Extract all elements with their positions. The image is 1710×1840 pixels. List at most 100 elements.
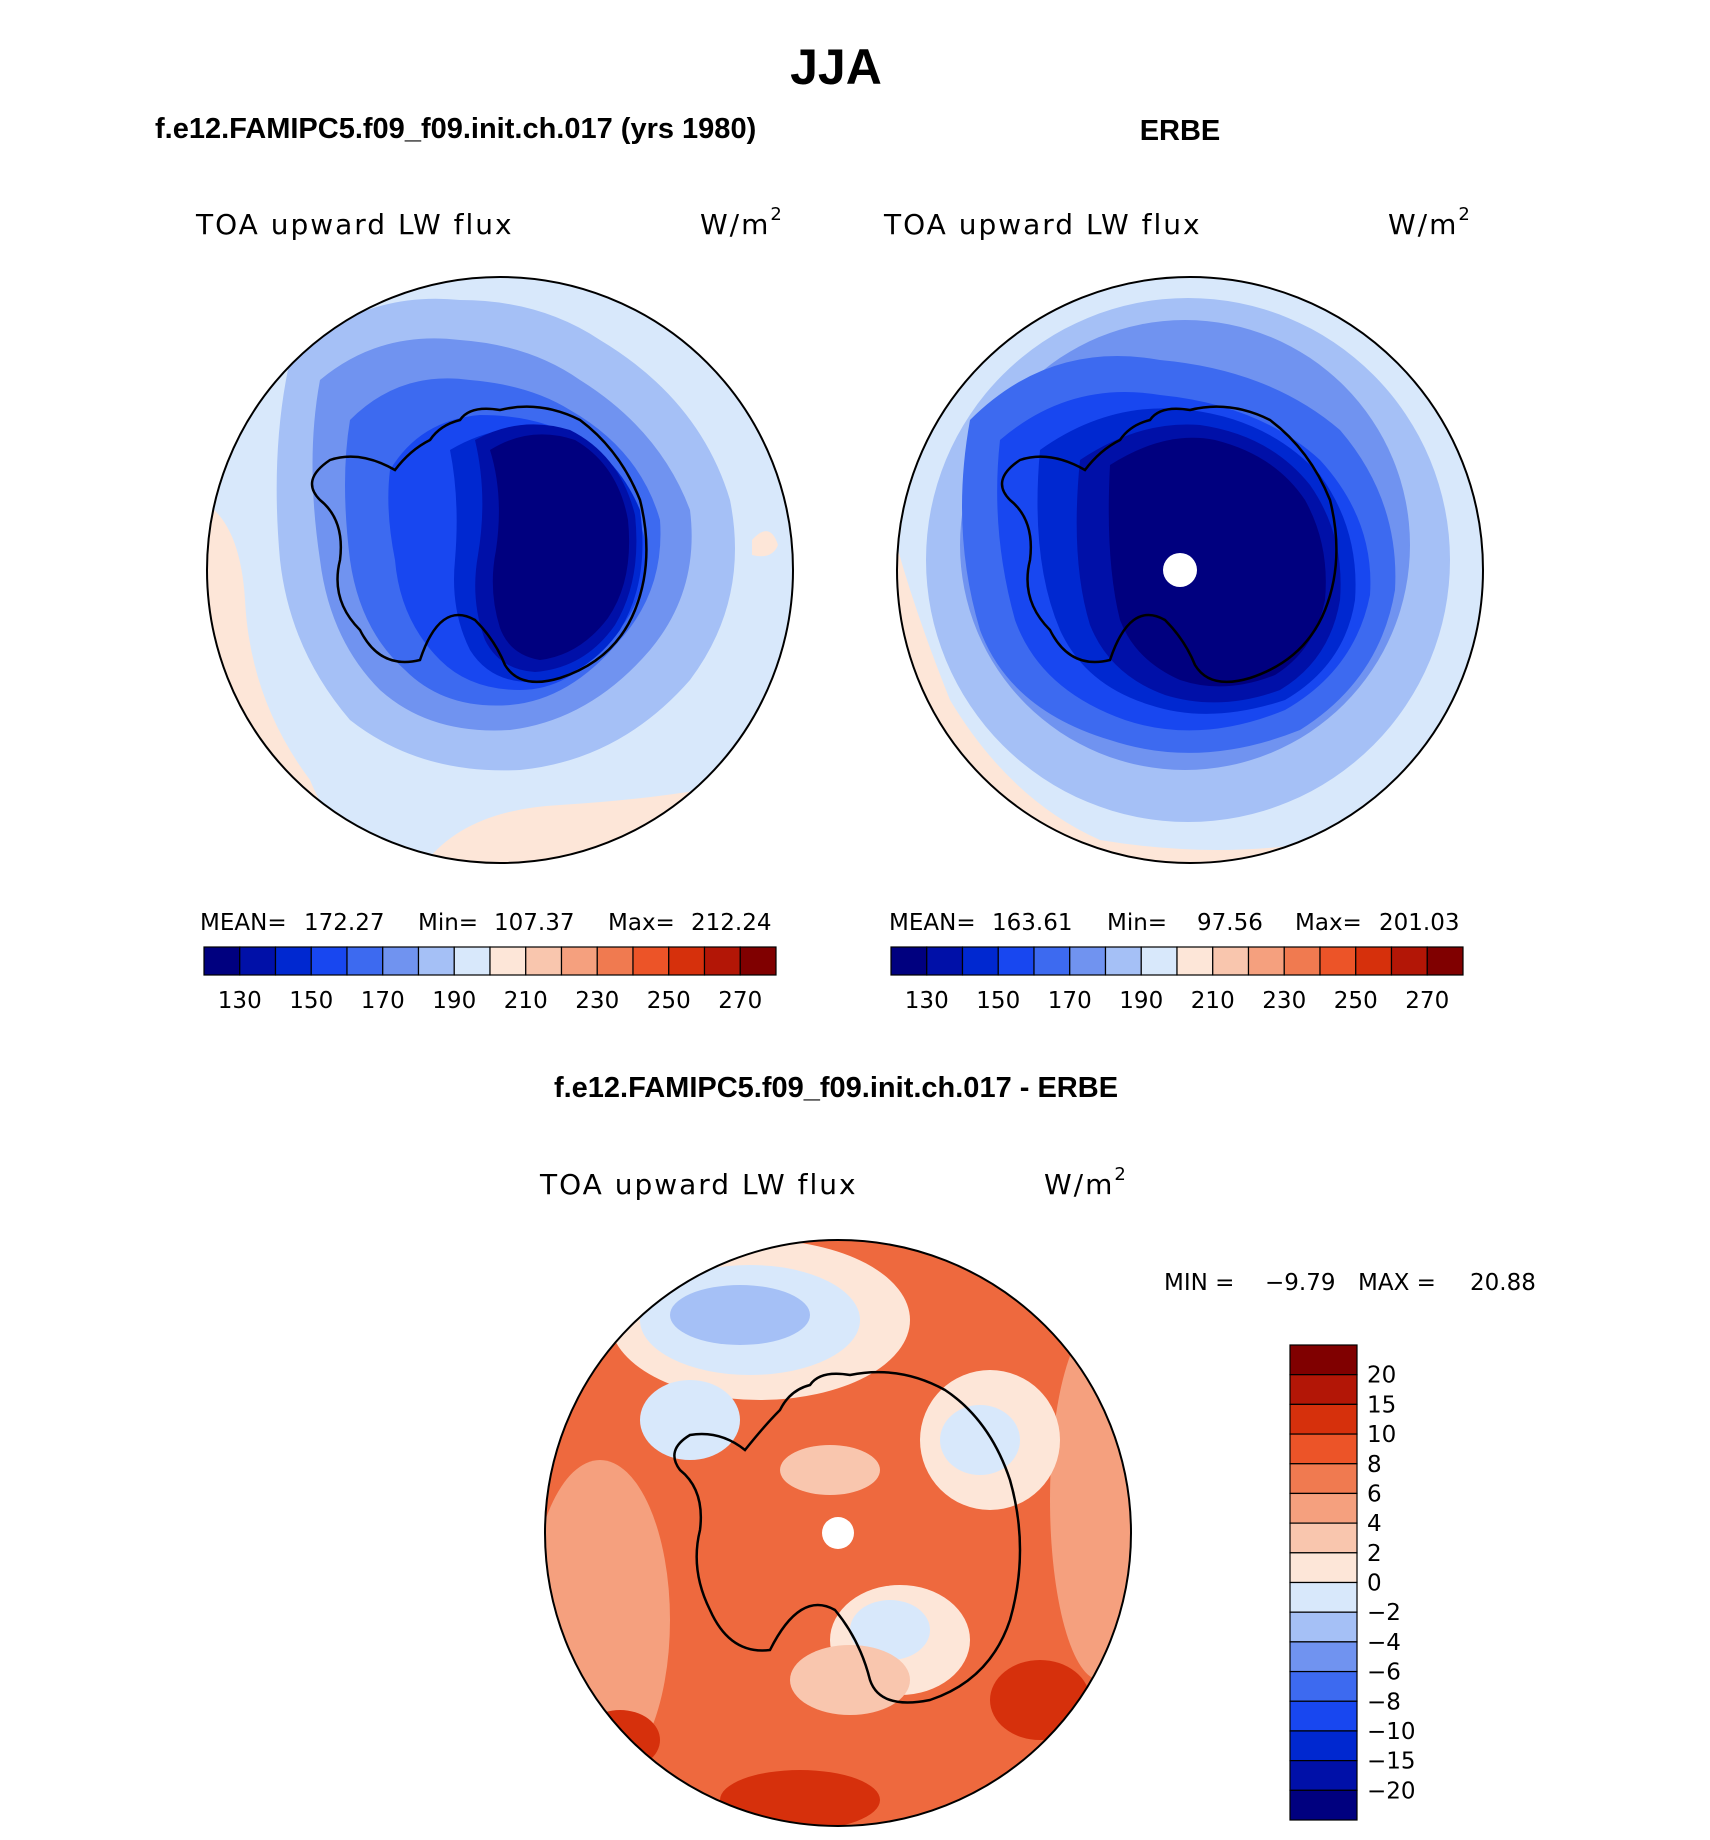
colorbar-model-swatch	[274, 946, 312, 976]
colorbar-erbe-swatch	[1104, 946, 1142, 976]
colorbar-difference-label: 6	[1367, 1481, 1382, 1507]
panel-erbe: ERBE TOA upward LW flux W/m2 MEAN= 163.6…	[883, 115, 1484, 1014]
panel-model-variable: TOA upward LW flux	[195, 208, 514, 241]
svg-text:MEAN=: MEAN=	[200, 910, 287, 936]
colorbar-erbe-swatch	[1140, 946, 1178, 976]
colorbar-erbe-swatch	[1355, 946, 1393, 976]
colorbar-difference-label: 15	[1367, 1392, 1396, 1418]
colorbar-difference-label: −4	[1367, 1630, 1401, 1656]
colorbar-difference-swatch	[1289, 1552, 1358, 1584]
colorbar-difference-label: 20	[1367, 1363, 1396, 1389]
map-erbe-frame	[896, 276, 1484, 864]
svg-text:−9.79: −9.79	[1265, 1270, 1335, 1296]
colorbar-erbe-swatch	[1212, 946, 1250, 976]
colorbar-model-swatch	[668, 946, 706, 976]
colorbar-difference-label: 4	[1367, 1511, 1382, 1537]
map-difference-frame	[544, 1239, 1132, 1827]
panel-difference-header: f.e12.FAMIPC5.f09_f09.init.ch.017 - ERBE	[554, 1072, 1118, 1104]
colorbar-erbe-label: 130	[905, 988, 949, 1014]
svg-text:Min=: Min=	[1107, 910, 1167, 936]
svg-text:97.56: 97.56	[1197, 910, 1263, 936]
colorbar-model-label: 250	[647, 988, 691, 1014]
colorbar-model-swatch	[417, 946, 455, 976]
svg-text:201.03: 201.03	[1379, 910, 1459, 936]
panel-model: f.e12.FAMIPC5.f09_f09.init.ch.017 (yrs 1…	[155, 113, 794, 1014]
colorbar-difference-swatch	[1289, 1670, 1358, 1702]
colorbar-difference-label: −15	[1367, 1749, 1416, 1775]
svg-text:20.88: 20.88	[1470, 1270, 1536, 1296]
svg-text:MAX =: MAX =	[1358, 1270, 1436, 1296]
svg-text:Min=: Min=	[418, 910, 478, 936]
svg-text:Max=: Max=	[608, 910, 675, 936]
colorbar-model-swatch	[596, 946, 634, 976]
colorbar-difference-label: 8	[1367, 1452, 1382, 1478]
difference-minmax: MIN = −9.79 MAX = 20.88	[1164, 1270, 1536, 1296]
colorbar-model-swatch	[525, 946, 563, 976]
panel-erbe-stats: MEAN= 163.61 Min= 97.56 Max= 201.03	[889, 910, 1459, 936]
colorbar-difference-swatch	[1289, 1700, 1358, 1732]
panel-model-units: W/m2	[700, 204, 784, 241]
colorbar-model-swatch	[703, 946, 741, 976]
svg-text:107.37: 107.37	[494, 910, 574, 936]
colorbar-difference-swatch	[1289, 1463, 1358, 1495]
map-erbe	[897, 277, 1483, 863]
colorbar-difference-swatch	[1289, 1403, 1358, 1435]
colorbar-difference-swatch	[1289, 1730, 1358, 1762]
colorbar-erbe-swatch	[997, 946, 1035, 976]
colorbar-difference-label: −20	[1367, 1778, 1416, 1804]
panel-difference-units: W/m2	[1044, 1164, 1128, 1201]
colorbar-model-swatch	[382, 946, 420, 976]
colorbar-difference-swatch	[1289, 1344, 1358, 1376]
colorbar-model-label: 190	[432, 988, 476, 1014]
colorbar-model: 130 150 170 190 210 230 250 270	[203, 946, 777, 1014]
panel-difference: f.e12.FAMIPC5.f09_f09.init.ch.017 - ERBE…	[539, 1072, 1536, 1827]
colorbar-erbe-label: 190	[1119, 988, 1163, 1014]
colorbar-difference-swatch	[1289, 1433, 1358, 1465]
colorbar-model-swatch	[632, 946, 670, 976]
colorbar-model-swatch	[346, 946, 384, 976]
panel-erbe-units: W/m2	[1388, 204, 1472, 241]
colorbar-model-label: 270	[718, 988, 762, 1014]
colorbar-difference-swatch	[1289, 1789, 1358, 1821]
colorbar-model-swatch	[489, 946, 527, 976]
colorbar-model-label: 150	[289, 988, 333, 1014]
colorbar-difference-label: 10	[1367, 1422, 1396, 1448]
colorbar-difference-swatch	[1289, 1522, 1358, 1554]
svg-text:212.24: 212.24	[691, 910, 771, 936]
panel-model-header: f.e12.FAMIPC5.f09_f09.init.ch.017 (yrs 1…	[155, 113, 756, 145]
colorbar-erbe-swatch	[926, 946, 964, 976]
panel-model-stats: MEAN= 172.27 Min= 107.37 Max= 212.24	[200, 910, 771, 936]
colorbar-model-swatch	[239, 946, 277, 976]
colorbar-erbe-swatch	[1176, 946, 1214, 976]
colorbar-model-label: 230	[575, 988, 619, 1014]
colorbar-erbe-label: 270	[1405, 988, 1449, 1014]
colorbar-erbe-swatch	[1390, 946, 1428, 976]
colorbar-model-swatch	[203, 946, 241, 976]
map-model-frame	[206, 276, 794, 864]
colorbar-model-swatch	[560, 946, 598, 976]
colorbar-difference-label: 0	[1367, 1571, 1382, 1597]
panel-difference-variable: TOA upward LW flux	[539, 1168, 858, 1201]
svg-text:MEAN=: MEAN=	[889, 910, 976, 936]
colorbar-erbe-label: 210	[1191, 988, 1235, 1014]
colorbar-erbe-swatch	[1426, 946, 1464, 976]
colorbar-erbe: 130 150 170 190 210 230 250 270	[890, 946, 1464, 1014]
colorbar-difference-swatch	[1289, 1611, 1358, 1643]
colorbar-erbe-swatch	[1319, 946, 1357, 976]
colorbar-erbe-label: 170	[1048, 988, 1092, 1014]
svg-text:163.61: 163.61	[992, 910, 1072, 936]
colorbar-model-label: 130	[218, 988, 262, 1014]
colorbar-difference-swatch	[1289, 1641, 1358, 1673]
colorbar-model-swatch	[310, 946, 348, 976]
colorbar-erbe-swatch	[1033, 946, 1071, 976]
colorbar-model-swatch	[739, 946, 777, 976]
colorbar-difference-label: −2	[1367, 1600, 1401, 1626]
svg-text:172.27: 172.27	[304, 910, 384, 936]
colorbar-difference-swatch	[1289, 1374, 1358, 1405]
colorbar-erbe-swatch	[961, 946, 999, 976]
colorbar-erbe-label: 150	[976, 988, 1020, 1014]
colorbar-erbe-swatch	[890, 946, 928, 976]
colorbar-erbe-swatch	[1069, 946, 1107, 976]
